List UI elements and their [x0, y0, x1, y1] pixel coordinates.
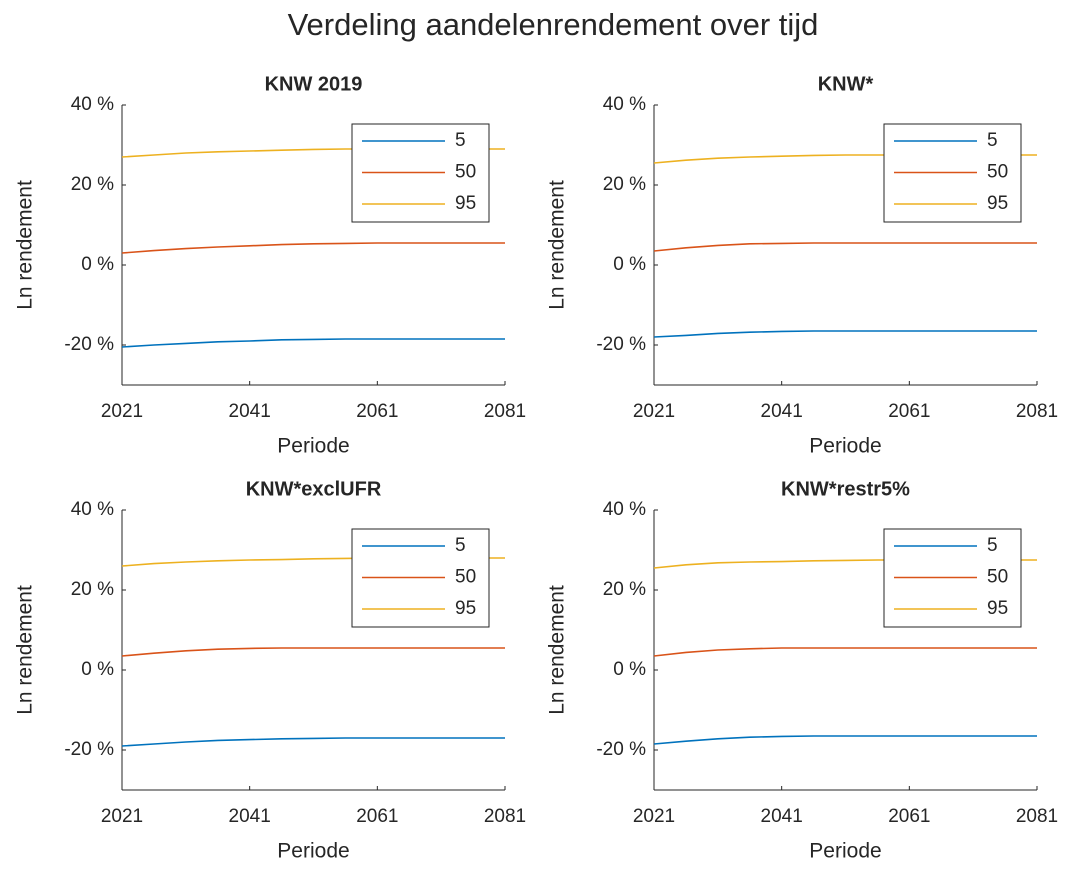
y-axis-label: Ln rendement	[14, 180, 37, 310]
series-line	[653, 647, 1037, 657]
x-tick-label: 2081	[484, 401, 526, 422]
legend-label: 95	[455, 193, 476, 214]
y-axis-label: Ln rendement	[14, 585, 37, 715]
y-tick-label: 40 %	[71, 94, 114, 115]
y-tick-label: 40 %	[603, 499, 646, 520]
subplot-title: KNW*exclUFR	[246, 478, 382, 500]
legend-label: 95	[987, 598, 1008, 619]
subplot: KNW*restr5% Periode Ln rendement 40 % 20 % 0 …	[546, 478, 1059, 862]
y-tick-label: 0 %	[81, 254, 114, 275]
subplot: KNW*exclUFR Periode Ln rendement 40 % 20 % 0 …	[14, 478, 527, 862]
legend-label: 5	[987, 130, 998, 151]
legend-label: 95	[455, 598, 476, 619]
x-axis-label: Periode	[277, 840, 349, 863]
x-tick-label: 2021	[101, 401, 143, 422]
x-tick-label: 2081	[484, 806, 526, 827]
legend: 5 50 95	[351, 528, 490, 628]
legend-label: 50	[987, 567, 1008, 588]
x-tick-label: 2021	[101, 806, 143, 827]
legend-label: 50	[455, 162, 476, 183]
y-axis-label: Ln rendement	[546, 180, 569, 310]
legend-label: 5	[455, 535, 466, 556]
x-axis-label: Periode	[277, 435, 349, 458]
x-tick-label: 2081	[1016, 806, 1058, 827]
y-tick-label: 20 %	[71, 579, 114, 600]
legend-label: 5	[987, 535, 998, 556]
y-tick-label: 40 %	[71, 499, 114, 520]
y-tick-label: 20 %	[71, 174, 114, 195]
legend-label: 50	[987, 162, 1008, 183]
legend: 5 50 95	[883, 528, 1022, 628]
series-line	[653, 735, 1037, 745]
y-axis-label: Ln rendement	[546, 585, 569, 715]
figure-title: Verdeling aandelenrendement over tijd	[288, 7, 819, 42]
subplot: KNW* Periode Ln rendement 40 % 20 % 0 % -20 % 2…	[546, 73, 1059, 457]
y-tick-label: 0 %	[81, 659, 114, 680]
subplot-title: KNW 2019	[265, 73, 363, 95]
x-tick-label: 2061	[888, 401, 930, 422]
x-tick-label: 2041	[761, 401, 803, 422]
legend-label: 5	[455, 130, 466, 151]
x-tick-label: 2041	[229, 806, 271, 827]
subplot-title: KNW*	[818, 73, 874, 95]
x-axis-label: Periode	[809, 840, 881, 863]
x-tick-label: 2061	[356, 806, 398, 827]
x-axis-label: Periode	[809, 435, 881, 458]
x-tick-label: 2021	[633, 401, 675, 422]
series-line	[121, 242, 505, 254]
y-tick-label: -20 %	[64, 334, 114, 355]
x-tick-label: 2021	[633, 806, 675, 827]
y-tick-label: 0 %	[613, 659, 646, 680]
x-tick-label: 2061	[888, 806, 930, 827]
series-line	[121, 737, 505, 747]
y-tick-label: -20 %	[596, 334, 646, 355]
legend-label: 50	[455, 567, 476, 588]
x-tick-label: 2081	[1016, 401, 1058, 422]
subplot: KNW 2019 Periode Ln rendement 40 % 20 % 0 % -2…	[14, 73, 527, 457]
legend-label: 95	[987, 193, 1008, 214]
x-tick-label: 2041	[761, 806, 803, 827]
subplot-title: KNW*restr5%	[781, 478, 910, 500]
y-tick-label: 0 %	[613, 254, 646, 275]
x-tick-label: 2061	[356, 401, 398, 422]
y-tick-label: -20 %	[64, 739, 114, 760]
series-line	[653, 330, 1037, 338]
series-line	[121, 338, 505, 348]
legend: 5 50 95	[351, 123, 490, 223]
y-tick-label: -20 %	[596, 739, 646, 760]
y-tick-label: 20 %	[603, 579, 646, 600]
legend: 5 50 95	[883, 123, 1022, 223]
series-line	[121, 647, 505, 657]
y-tick-label: 20 %	[603, 174, 646, 195]
y-tick-label: 40 %	[603, 94, 646, 115]
series-line	[653, 242, 1037, 252]
x-tick-label: 2041	[229, 401, 271, 422]
